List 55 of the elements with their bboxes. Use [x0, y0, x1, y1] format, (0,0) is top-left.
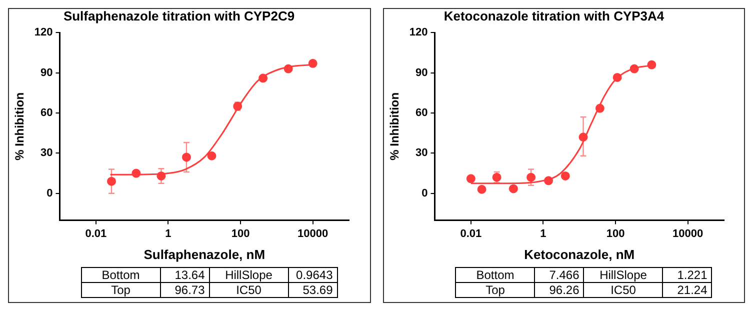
text: Bottom	[456, 268, 535, 282]
y-tick-label: 0	[421, 187, 428, 200]
text: IC50	[209, 282, 288, 298]
point	[284, 64, 294, 74]
point	[630, 64, 639, 74]
text: 96.73	[160, 282, 210, 298]
text: Top	[456, 282, 535, 298]
text: IC50	[584, 282, 663, 298]
text: 96.26	[534, 282, 584, 298]
x-tick-label: 10000	[298, 228, 328, 240]
text: 21.24	[662, 282, 712, 298]
point	[646, 60, 656, 70]
point	[544, 176, 553, 186]
point	[208, 151, 217, 160]
y-tick-label: 90	[40, 66, 54, 79]
y-tick-label: 60	[415, 107, 428, 120]
x-axis-title: Ketoconazole, nM	[524, 246, 634, 262]
point	[156, 171, 166, 180]
x-tick-label: 1	[165, 228, 172, 240]
point	[560, 171, 570, 180]
text: HillSlope	[584, 268, 663, 282]
y-axis-title: % Inhibition	[12, 92, 27, 160]
text: 7.466	[534, 268, 584, 282]
x-axis-title: Sulfaphenazole, nM	[144, 246, 266, 262]
text: 0.9643	[288, 268, 338, 282]
point	[508, 184, 518, 194]
text: HillSlope	[209, 268, 288, 282]
y-tick-label: 90	[415, 66, 428, 79]
text: Bottom	[81, 268, 160, 282]
point	[182, 152, 192, 162]
x-tick-label: 100	[606, 228, 624, 240]
x-tick-label: 1	[540, 228, 546, 240]
point	[526, 172, 536, 182]
point	[107, 176, 116, 186]
y-tick-label: 120	[409, 26, 428, 39]
text: Top	[81, 282, 160, 298]
point	[132, 168, 141, 178]
y-tick-label: 30	[40, 147, 54, 160]
x-tick-label: 10000	[672, 228, 703, 240]
y-axis-title: % Inhibition	[387, 92, 402, 160]
y-tick-label: 0	[46, 187, 54, 200]
x-tick-label: 0.01	[85, 228, 107, 240]
y-tick-label: 30	[415, 147, 428, 160]
x-tick-label: 0.01	[460, 228, 482, 240]
text: 53.69	[288, 282, 338, 298]
chart-title: Ketoconazole titration with CYP3A4	[444, 8, 665, 24]
point	[612, 72, 622, 82]
chart-title: Sulfaphenazole titration with CYP2C9	[64, 8, 295, 24]
y-tick-label: 60	[40, 107, 54, 120]
point	[578, 132, 588, 142]
text: 1.221	[662, 268, 712, 282]
point	[595, 104, 604, 113]
y-tick-label: 120	[34, 26, 54, 39]
text: 13.64	[160, 268, 210, 282]
x-tick-label: 100	[232, 228, 250, 240]
